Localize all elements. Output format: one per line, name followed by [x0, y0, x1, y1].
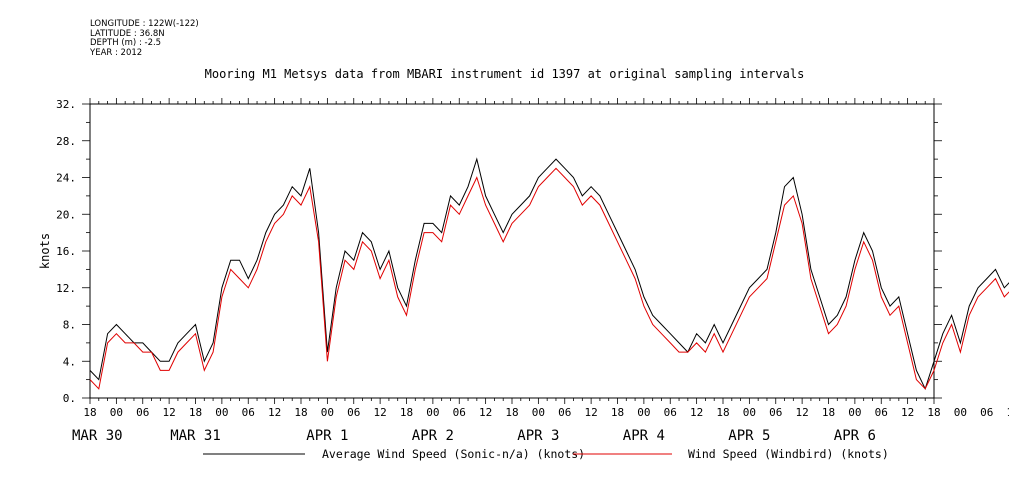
x-day-label: APR 2 — [412, 428, 454, 444]
y-tick-label: 20. — [56, 208, 76, 221]
y-tick-label: 16. — [56, 245, 76, 258]
x-hour-label: 18 — [83, 406, 96, 419]
y-tick-label: 12. — [56, 282, 76, 295]
x-day-label: MAR 31 — [170, 428, 221, 444]
x-day-label: APR 3 — [517, 428, 559, 444]
x-hour-label: 18 — [189, 406, 202, 419]
x-hour-label: 00 — [848, 406, 861, 419]
series-layer — [89, 157, 1009, 391]
x-hour-label: 12 — [268, 406, 281, 419]
series-line-sonic — [89, 157, 1009, 391]
x-hour-label: 06 — [664, 406, 677, 419]
y-tick-label: 24. — [56, 172, 76, 185]
y-tick-label: 8. — [63, 319, 76, 332]
x-hour-label: 12 — [374, 406, 387, 419]
x-hour-label: 06 — [875, 406, 888, 419]
x-hour-label: 18 — [927, 406, 940, 419]
x-hour-label: 06 — [558, 406, 571, 419]
legend-label: Wind Speed (Windbird) (knots) — [688, 447, 889, 461]
legend-label: Average Wind Speed (Sonic-n/a) (knots) — [322, 447, 585, 461]
x-day-label: APR 4 — [623, 428, 665, 444]
x-hour-label: 06 — [347, 406, 360, 419]
x-hour-label: 06 — [136, 406, 149, 419]
x-hour-label: 06 — [980, 406, 993, 419]
x-hour-label: 00 — [215, 406, 228, 419]
x-day-label: APR 5 — [728, 428, 770, 444]
x-hour-label: 18 — [294, 406, 307, 419]
x-hour-label: 00 — [637, 406, 650, 419]
x-hour-label: 12 — [901, 406, 914, 419]
x-hour-label: 12 — [690, 406, 703, 419]
x-hour-label: 06 — [242, 406, 255, 419]
x-hour-label: 06 — [769, 406, 782, 419]
y-tick-label: 32. — [56, 98, 76, 111]
x-day-label: APR 1 — [306, 428, 348, 444]
x-hour-label: 00 — [743, 406, 756, 419]
meta-longitude: LONGITUDE : 122W(-122) — [90, 19, 199, 29]
x-day-label: APR 6 — [834, 428, 876, 444]
x-hour-label: 18 — [505, 406, 518, 419]
x-hour-label: 00 — [532, 406, 545, 419]
x-hour-label: 12 — [163, 406, 176, 419]
meta-year: YEAR : 2012 — [90, 47, 143, 58]
legend: Average Wind Speed (Sonic-n/a) (knots) Wi… — [203, 447, 889, 461]
x-hour-label: 12 — [1007, 406, 1009, 419]
y-tick-label: 4. — [63, 355, 76, 368]
y-tick-label: 28. — [56, 135, 76, 148]
x-day-label: MAR 30 — [72, 428, 123, 444]
x-hour-label: 12 — [796, 406, 809, 419]
x-hour-label: 00 — [954, 406, 967, 419]
x-hour-label: 06 — [453, 406, 466, 419]
y-tick-label: 0. — [63, 392, 76, 405]
y-axis-label: knots — [38, 233, 52, 269]
x-hour-label: 00 — [321, 406, 334, 419]
x-hour-label: 12 — [479, 406, 492, 419]
chart-title: Mooring M1 Metsys data from MBARI instru… — [204, 67, 805, 81]
x-hour-label: 18 — [400, 406, 413, 419]
x-hour-label: 18 — [611, 406, 624, 419]
metadata-block: LONGITUDE : 122W(-122) LATITUDE : 36.8N … — [90, 19, 199, 58]
x-hour-label: 18 — [822, 406, 835, 419]
meta-latitude: LATITUDE : 36.8N — [90, 28, 165, 39]
x-hour-label: 18 — [716, 406, 729, 419]
x-hour-label: 00 — [110, 406, 123, 419]
plot-frame — [89, 103, 935, 399]
series-line-windbird — [89, 167, 1009, 390]
axes-group: 0. 4. 8. 12. 16. 20. 24. 28. 32. knots 18 00 06 12 18 0… — [38, 98, 1009, 444]
meta-depth: DEPTH (m) : -2.5 — [90, 38, 162, 49]
x-hour-label: 12 — [585, 406, 598, 419]
x-hour-label: 00 — [426, 406, 439, 419]
